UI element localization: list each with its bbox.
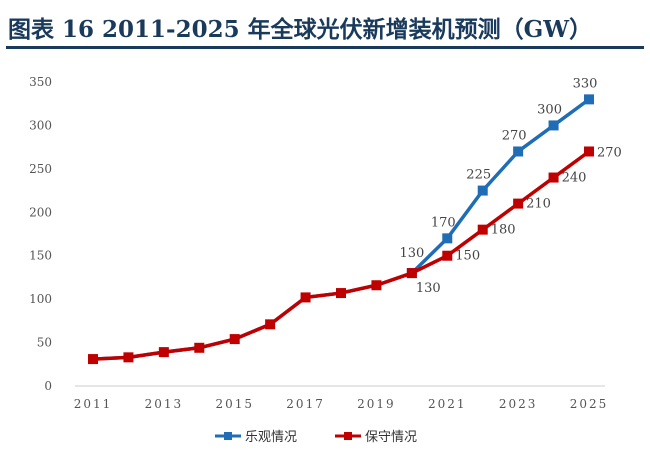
data-label: 300 (537, 102, 562, 117)
data-label: 170 (431, 215, 456, 230)
data-label: 330 (573, 76, 598, 91)
y-tick-label: 100 (29, 292, 52, 306)
data-label: 240 (562, 171, 587, 186)
legend-marker (224, 432, 232, 440)
x-tick-label: 2025 (570, 397, 609, 411)
series-line-conservative (92, 150, 591, 361)
title-rule (6, 46, 644, 49)
data-label: 225 (466, 168, 491, 183)
data-point (336, 288, 346, 299)
data-point (548, 120, 559, 131)
y-tick-label: 350 (29, 75, 52, 89)
data-point (229, 334, 240, 345)
x-tick-label: 2021 (428, 397, 467, 411)
y-tick-label: 0 (44, 379, 52, 393)
data-label: 210 (526, 197, 551, 212)
x-tick-label: 2015 (215, 397, 254, 411)
y-tick-label: 150 (29, 249, 52, 263)
legend-marker (344, 432, 352, 440)
data-point (513, 198, 524, 209)
data-point (584, 146, 594, 157)
data-label: 270 (502, 128, 527, 143)
data-label: 180 (491, 223, 516, 238)
x-tick-label: 2023 (499, 397, 538, 411)
legend-label: 乐观情况 (245, 430, 297, 445)
data-point (513, 146, 524, 157)
legend-label: 保守情况 (365, 430, 417, 445)
data-point (158, 347, 169, 358)
data-point (477, 224, 488, 235)
data-point (584, 94, 594, 105)
data-point (406, 268, 417, 279)
data-label: 130 (416, 281, 441, 296)
figure-title: 图表 16 2011-2025 年全球光伏新增装机预测（GW） (8, 16, 593, 43)
y-tick-label: 250 (29, 162, 52, 176)
data-point (548, 172, 559, 183)
data-point (477, 185, 488, 196)
y-tick-label: 200 (29, 205, 52, 219)
data-point (371, 280, 382, 291)
data-point (123, 352, 134, 363)
data-label: 270 (597, 145, 622, 160)
data-label: 150 (455, 249, 480, 264)
data-point (194, 342, 205, 353)
x-tick-label: 2017 (286, 397, 325, 411)
data-point (442, 250, 453, 261)
data-point (442, 233, 453, 244)
data-label: 130 (399, 246, 424, 261)
data-point (300, 292, 311, 303)
data-point (88, 354, 98, 365)
y-tick-label: 300 (29, 118, 52, 132)
x-tick-label: 2011 (74, 397, 113, 411)
data-point (265, 319, 276, 330)
x-tick-label: 2013 (145, 397, 184, 411)
x-tick-label: 2019 (357, 397, 396, 411)
y-tick-label: 50 (37, 336, 52, 350)
